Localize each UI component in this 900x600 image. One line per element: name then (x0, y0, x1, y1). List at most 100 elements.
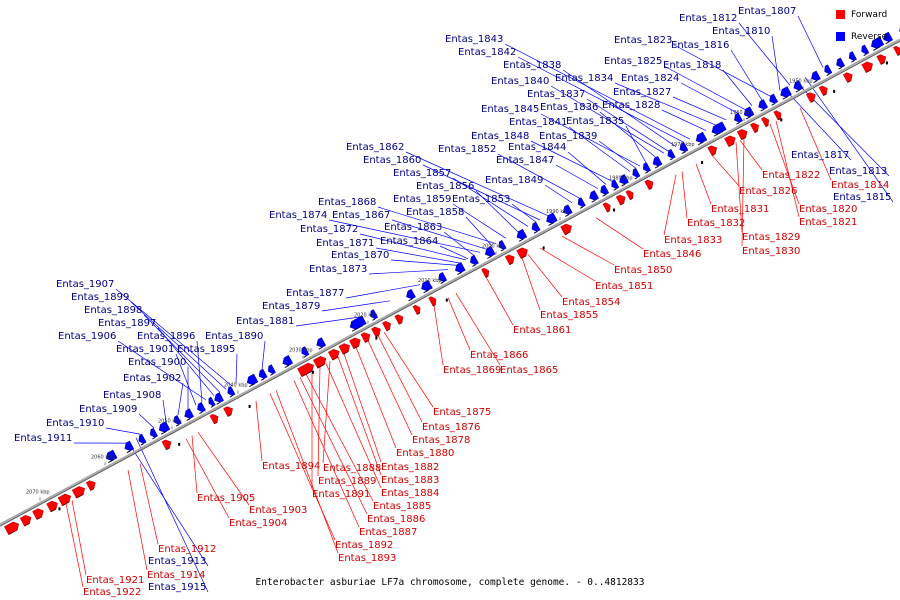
forward-gene-feature[interactable] (861, 60, 875, 73)
gene-label[interactable]: Entas_1879 (262, 301, 320, 312)
gene-label[interactable]: Entas_1895 (177, 344, 235, 355)
gene-label[interactable]: Entas_1837 (527, 89, 585, 100)
forward-gene-feature[interactable] (773, 109, 784, 121)
gene-label[interactable]: Entas_1836 (540, 102, 598, 113)
reverse-gene-feature[interactable] (182, 408, 195, 421)
reverse-gene-feature[interactable] (315, 337, 327, 350)
reverse-gene-feature[interactable] (530, 221, 541, 234)
gene-label[interactable]: Entas_1846 (643, 249, 701, 260)
forward-gene-feature[interactable] (481, 267, 491, 278)
gene-label[interactable]: Entas_1826 (739, 186, 797, 197)
reverse-gene-feature[interactable] (544, 212, 558, 226)
gene-label[interactable]: Entas_1834 (555, 73, 613, 84)
gene-label[interactable]: Entas_1904 (229, 518, 287, 529)
gene-label[interactable]: Entas_1832 (687, 218, 745, 229)
forward-gene-feature[interactable] (412, 304, 423, 315)
reverse-gene-feature[interactable] (651, 156, 663, 169)
gene-label[interactable]: Entas_1870 (331, 250, 389, 261)
gene-label[interactable]: Entas_1869 (443, 365, 501, 376)
gene-label[interactable]: Entas_1900 (128, 357, 186, 368)
forward-gene-feature[interactable] (19, 513, 33, 527)
reverse-gene-feature[interactable] (281, 355, 294, 368)
forward-gene-feature[interactable] (761, 116, 771, 128)
gene-label[interactable]: Entas_1823 (614, 35, 672, 46)
gene-label[interactable]: Entas_1880 (396, 448, 454, 459)
reverse-gene-feature[interactable] (453, 262, 466, 275)
forward-gene-feature[interactable] (382, 320, 392, 332)
gene-label[interactable]: Entas_1817 (791, 150, 849, 161)
reverse-gene-feature[interactable] (732, 112, 743, 125)
reverse-gene-feature[interactable] (212, 392, 224, 405)
gene-label[interactable]: Entas_1921 (86, 575, 144, 586)
gene-label[interactable]: Entas_1842 (458, 47, 516, 58)
reverse-gene-feature[interactable] (641, 162, 651, 174)
forward-gene-feature[interactable] (805, 91, 817, 103)
forward-gene-feature[interactable] (338, 342, 352, 355)
reverse-gene-feature[interactable] (404, 288, 416, 302)
gene-label[interactable]: Entas_1878 (412, 435, 470, 446)
forward-gene-feature[interactable] (644, 178, 655, 190)
forward-gene-feature[interactable] (428, 295, 439, 307)
forward-gene-feature[interactable] (818, 84, 829, 96)
forward-gene-feature[interactable] (625, 189, 636, 201)
reverse-gene-feature[interactable] (195, 402, 206, 414)
reverse-gene-feature[interactable] (368, 309, 379, 321)
gene-label[interactable]: Entas_1862 (346, 142, 404, 153)
gene-label[interactable]: Entas_1844 (508, 142, 566, 153)
reverse-gene-feature[interactable] (859, 44, 870, 57)
gene-label[interactable]: Entas_1890 (205, 331, 263, 342)
gene-label[interactable]: Entas_1831 (711, 204, 769, 215)
gene-label[interactable]: Entas_1877 (286, 288, 344, 299)
reverse-gene-feature[interactable] (348, 315, 367, 332)
gene-label[interactable]: Entas_1893 (338, 553, 396, 564)
gene-label[interactable]: Entas_1898 (84, 305, 142, 316)
gene-label[interactable]: Entas_1852 (438, 144, 496, 155)
reverse-gene-feature[interactable] (123, 440, 135, 454)
gene-label[interactable]: Entas_1815 (833, 192, 891, 203)
gene-label[interactable]: Entas_1915 (148, 582, 206, 593)
reverse-gene-feature[interactable] (587, 190, 599, 203)
forward-gene-feature[interactable] (736, 127, 749, 141)
forward-gene-feature[interactable] (313, 354, 328, 369)
gene-label[interactable]: Entas_1857 (393, 168, 451, 179)
gene-label[interactable]: Entas_1906 (58, 331, 116, 342)
gene-label[interactable]: Entas_1827 (613, 87, 671, 98)
gene-label[interactable]: Entas_1886 (367, 514, 425, 525)
gene-label[interactable]: Entas_1901 (116, 344, 174, 355)
gene-label[interactable]: Entas_1913 (148, 556, 206, 567)
reverse-gene-feature[interactable] (419, 279, 433, 294)
gene-label[interactable]: Entas_1872 (300, 224, 358, 235)
gene-label[interactable]: Entas_1865 (500, 365, 558, 376)
gene-label[interactable]: Entas_1876 (422, 422, 480, 433)
reverse-gene-feature[interactable] (809, 70, 821, 84)
gene-label[interactable]: Entas_1892 (335, 540, 393, 551)
reverse-gene-feature[interactable] (742, 106, 755, 120)
forward-gene-feature[interactable] (707, 144, 719, 156)
gene-label[interactable]: Entas_1824 (621, 73, 679, 84)
gene-label[interactable]: Entas_1896 (137, 331, 195, 342)
forward-gene-feature[interactable] (504, 253, 516, 266)
forward-gene-feature[interactable] (360, 331, 372, 343)
forward-gene-feature[interactable] (223, 405, 234, 417)
gene-label[interactable]: Entas_1863 (384, 222, 442, 233)
gene-label[interactable]: Entas_1835 (566, 116, 624, 127)
reverse-gene-feature[interactable] (631, 167, 641, 180)
gene-label[interactable]: Entas_1875 (433, 407, 491, 418)
gene-label[interactable]: Entas_1847 (496, 155, 554, 166)
reverse-gene-feature[interactable] (847, 51, 857, 63)
gene-label[interactable]: Entas_1885 (373, 501, 431, 512)
gene-label[interactable]: Entas_1853 (452, 194, 510, 205)
gene-label[interactable]: Entas_1874 (269, 210, 327, 221)
gene-label[interactable]: Entas_1864 (380, 236, 438, 247)
gene-label[interactable]: Entas_1818 (663, 60, 721, 71)
forward-gene-feature[interactable] (371, 325, 382, 338)
reverse-gene-feature[interactable] (756, 99, 769, 112)
reverse-gene-feature[interactable] (767, 93, 779, 106)
gene-label[interactable]: Entas_1820 (799, 204, 857, 215)
forward-gene-feature[interactable] (85, 479, 97, 491)
gene-label[interactable]: Entas_1814 (831, 180, 889, 191)
reverse-gene-feature[interactable] (792, 80, 804, 93)
gene-label[interactable]: Entas_1883 (381, 475, 439, 486)
forward-gene-feature[interactable] (560, 222, 574, 236)
reverse-gene-feature[interactable] (226, 386, 236, 398)
